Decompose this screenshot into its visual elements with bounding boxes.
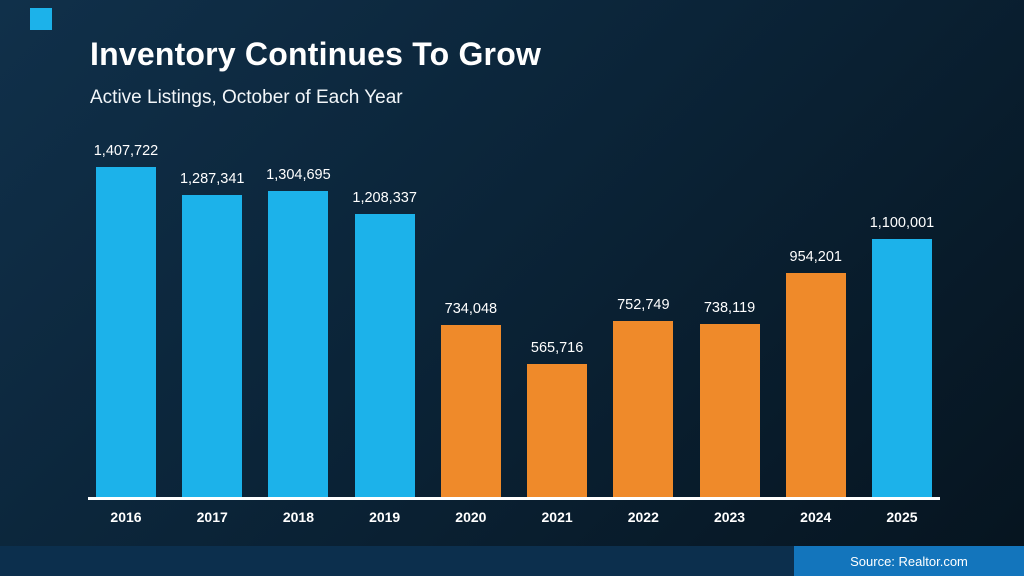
bar bbox=[440, 325, 501, 497]
x-axis-tick-label: 2018 bbox=[282, 509, 315, 525]
bar-value-label: 734,048 bbox=[444, 301, 498, 317]
chart-header: Inventory Continues To Grow Active Listi… bbox=[90, 36, 541, 109]
x-axis-tick-label: 2024 bbox=[800, 509, 832, 525]
bar-column: 565,716 bbox=[519, 340, 595, 497]
x-axis-tick-label: 2020 bbox=[455, 509, 487, 525]
bar-value-label: 1,208,337 bbox=[352, 190, 417, 206]
bar-value-label: 738,119 bbox=[703, 300, 756, 316]
bar-column: 1,407,722 bbox=[88, 143, 164, 497]
bar-value-label: 752,749 bbox=[617, 297, 670, 313]
bar-value-label: 565,716 bbox=[530, 340, 584, 356]
x-axis-tick-label: 2023 bbox=[713, 509, 746, 525]
page-subtitle: Active Listings, October of Each Year bbox=[90, 87, 403, 108]
bar-value-label: 1,100,001 bbox=[869, 215, 935, 231]
bar-chart-plot-area: 1,407,722 1,287,341 1,304,695 1,208,337 734,… bbox=[88, 138, 940, 500]
bar-chart: 1,407,722 1,287,341 1,304,695 1,208,337 734,… bbox=[88, 138, 940, 525]
x-axis-tick-label: 2019 bbox=[369, 509, 401, 525]
bar bbox=[268, 191, 329, 497]
source-text: Source: Realtor.com bbox=[850, 553, 968, 569]
bar-column: 954,201 bbox=[778, 249, 854, 497]
bar bbox=[96, 167, 156, 497]
bar bbox=[871, 239, 932, 497]
bar bbox=[354, 214, 415, 497]
x-axis-tick-label: 2025 bbox=[886, 509, 918, 525]
x-axis-tick-label: 2017 bbox=[196, 509, 228, 525]
bar-value-label: 954,201 bbox=[789, 249, 842, 265]
bar bbox=[182, 195, 243, 497]
x-axis-tick-label: 2021 bbox=[541, 509, 573, 525]
page-title: Inventory Continues To Grow bbox=[90, 36, 542, 72]
x-axis-tick-label: 2016 bbox=[110, 509, 142, 525]
bar-column: 1,304,695 bbox=[260, 167, 336, 497]
bar bbox=[699, 324, 760, 497]
bar-column: 1,208,337 bbox=[347, 190, 423, 497]
bar-column: 1,100,001 bbox=[864, 215, 940, 497]
bar-column: 734,048 bbox=[433, 301, 509, 497]
bar-column: 738,119 bbox=[692, 300, 768, 497]
bar bbox=[785, 273, 846, 497]
bar-value-label: 1,304,695 bbox=[266, 167, 331, 183]
bar-value-label: 1,287,341 bbox=[179, 171, 245, 187]
x-axis-labels: 2016 2017 2018 2019 2020 2021 2022 2023 2024 2025 bbox=[88, 509, 940, 525]
bar-column: 1,287,341 bbox=[174, 171, 250, 497]
x-axis-tick-label: 2022 bbox=[627, 509, 659, 525]
bar bbox=[613, 321, 674, 497]
bar bbox=[527, 364, 588, 497]
bar-column: 752,749 bbox=[605, 297, 681, 497]
source-box: Source: Realtor.com bbox=[794, 546, 1024, 576]
bar-value-label: 1,407,722 bbox=[93, 143, 159, 159]
footer-bar: Source: Realtor.com bbox=[0, 546, 1024, 576]
brand-square bbox=[30, 8, 52, 30]
